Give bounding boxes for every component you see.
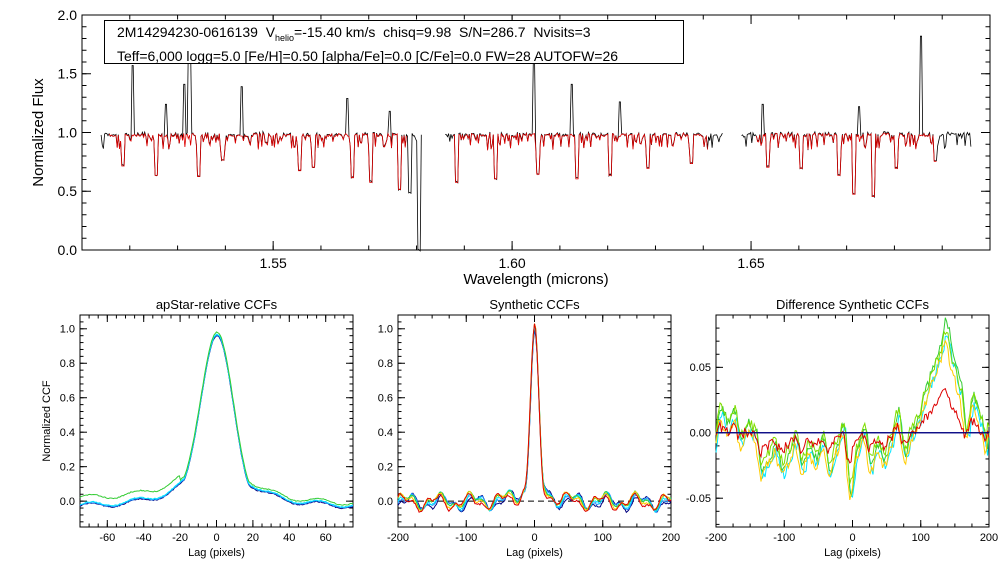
info-line-2: Teff=6,000 logg=5.0 [Fe/H]=0.50 [alpha/F… bbox=[117, 47, 619, 64]
aprel-xtick-label: -20 bbox=[172, 532, 188, 544]
aprel-title: apStar-relative CCFs bbox=[156, 297, 278, 312]
synth-xlabel: Lag (pixels) bbox=[506, 547, 563, 559]
diff-xlabel: Lag (pixels) bbox=[824, 547, 881, 559]
spectrum-model-chip-1 bbox=[108, 132, 407, 190]
diff-xtick-label: 100 bbox=[912, 532, 930, 544]
spectrum-xtick-label: 1.65 bbox=[737, 255, 764, 271]
aprel-xtick-label: -40 bbox=[136, 532, 152, 544]
aprel-ytick-label: 0.8 bbox=[60, 358, 75, 370]
spectrum-model-chip-2 bbox=[453, 132, 708, 183]
aprel-ytick-label: 1.0 bbox=[60, 324, 75, 336]
aprel-xtick-label: 0 bbox=[213, 532, 219, 544]
aprel-ytick-label: 0.4 bbox=[60, 427, 75, 439]
aprel-series-2 bbox=[79, 334, 354, 509]
synth-ytick-label: 0.8 bbox=[378, 358, 393, 370]
diff-xtick-label: 0 bbox=[849, 532, 855, 544]
aprel-series-1 bbox=[79, 335, 354, 510]
diff-series-3 bbox=[715, 317, 990, 497]
nvisits-value: Nvisits=3 bbox=[533, 24, 591, 40]
diff-title: Difference Synthetic CCFs bbox=[776, 297, 929, 312]
aprel-xtick-label: 20 bbox=[247, 532, 259, 544]
spectrum-model-chip-3 bbox=[756, 132, 937, 197]
spectrum-xtick-label: 1.55 bbox=[260, 255, 287, 271]
spectrum-ytick-label: 2.0 bbox=[58, 7, 78, 23]
diff-series-2 bbox=[715, 335, 990, 498]
synth-ytick-label: 0.0 bbox=[378, 496, 393, 508]
synth-ytick-label: 1.0 bbox=[378, 324, 393, 336]
synth-xtick-label: -200 bbox=[387, 532, 409, 544]
synth-series-2 bbox=[397, 326, 672, 514]
vhelio-label: V bbox=[265, 24, 276, 40]
synth-ytick-label: 0.2 bbox=[378, 462, 393, 474]
synth-series-3 bbox=[397, 326, 672, 513]
aprel-series-4 bbox=[79, 331, 354, 506]
aprel-ytick-label: 0.0 bbox=[60, 496, 75, 508]
synth-xtick-label: 0 bbox=[531, 532, 537, 544]
spectrum-ylabel: Normalized Flux bbox=[30, 78, 47, 187]
synth-xtick-label: 200 bbox=[662, 532, 680, 544]
spectrum-ytick-label: 1.0 bbox=[58, 124, 78, 140]
aprel-ytick-label: 0.2 bbox=[60, 462, 75, 474]
synth-ytick-label: 0.6 bbox=[378, 393, 393, 405]
vhelio-sub: helio bbox=[275, 32, 295, 43]
synth-title: Synthetic CCFs bbox=[489, 297, 580, 312]
synth-series-4 bbox=[397, 323, 672, 512]
aprel-ylabel: Normalized CCF bbox=[41, 380, 53, 462]
synth-series-5 bbox=[397, 323, 672, 512]
diff-xtick-label: -100 bbox=[773, 532, 795, 544]
info-line-1: 2M14294230-0616139 Vhelio=-15.40 km/s ch… bbox=[117, 23, 675, 47]
synth-xtick-label: 100 bbox=[594, 532, 612, 544]
spectrum-observed-chip-2 bbox=[445, 54, 723, 184]
aprel-xlabel: Lag (pixels) bbox=[188, 547, 245, 559]
diff-ytick-label: -0.05 bbox=[686, 493, 711, 505]
synth-xtick-label: -100 bbox=[455, 532, 477, 544]
aprel-frame bbox=[79, 314, 354, 528]
star-id: 2M14294230-0616139 bbox=[117, 24, 258, 40]
spectrum-observed-chip-3 bbox=[741, 35, 972, 199]
spectrum-ytick-label: 0.5 bbox=[58, 183, 78, 199]
synth-series-1 bbox=[397, 329, 672, 514]
diff-series-6 bbox=[715, 387, 990, 464]
chisq-value: chisq=9.98 bbox=[383, 24, 452, 40]
spectrum-xtick-label: 1.60 bbox=[498, 255, 525, 271]
spectrum-ytick-label: 0.0 bbox=[58, 242, 78, 258]
synth-series-6 bbox=[397, 323, 672, 513]
diff-xtick-label: 200 bbox=[980, 532, 998, 544]
diff-ytick-label: 0.05 bbox=[690, 362, 711, 374]
aprel-xtick-label: 40 bbox=[283, 532, 295, 544]
spectrum-ytick-label: 1.5 bbox=[58, 66, 78, 82]
spectrum-observed-chip-1 bbox=[100, 47, 422, 252]
synth-ytick-label: 0.4 bbox=[378, 427, 393, 439]
aprel-xtick-label: -60 bbox=[99, 532, 115, 544]
aprel-ytick-label: 0.6 bbox=[60, 393, 75, 405]
diff-series-4 bbox=[715, 330, 990, 484]
aprel-xtick-label: 60 bbox=[320, 532, 332, 544]
snr-value: S/N=286.7 bbox=[459, 24, 526, 40]
info-box: 2M14294230-0616139 Vhelio=-15.40 km/s ch… bbox=[104, 20, 684, 64]
diff-series-5 bbox=[715, 339, 990, 501]
diff-ytick-label: 0.00 bbox=[690, 428, 711, 440]
diff-xtick-label: -200 bbox=[705, 532, 727, 544]
vhelio-value: =-15.40 km/s bbox=[294, 24, 376, 40]
spectrum-xlabel: Wavelength (microns) bbox=[463, 271, 608, 288]
aprel-series-3 bbox=[79, 333, 353, 508]
